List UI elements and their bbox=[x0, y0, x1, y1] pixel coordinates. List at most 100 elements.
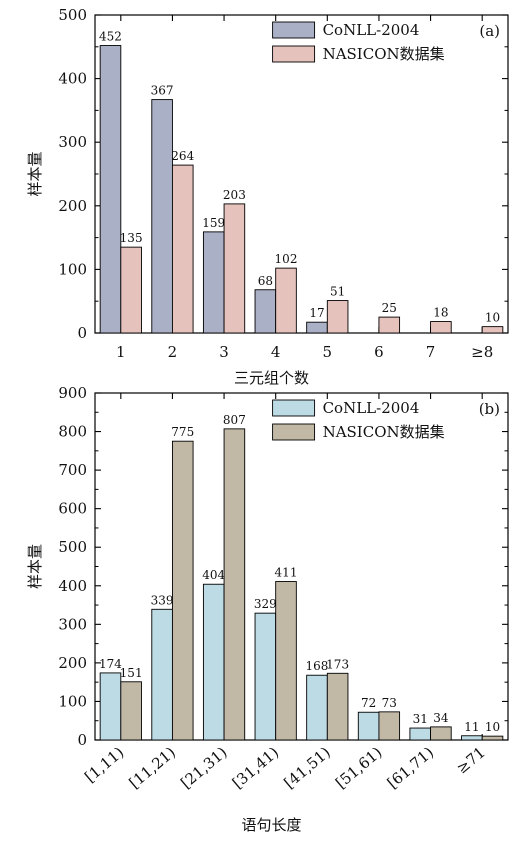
chart-a-x-axis-title: 三元组个数 bbox=[234, 369, 309, 387]
chart-a-legend-swatch-2 bbox=[272, 45, 316, 63]
chart-b-bar-series2 bbox=[378, 711, 401, 741]
chart-a-ytick-label: 100 bbox=[58, 260, 87, 278]
chart-a-ytick-label: 200 bbox=[58, 197, 87, 215]
chart-a-bar-series2 bbox=[326, 300, 349, 334]
chart-b-ytick-label: 600 bbox=[58, 500, 87, 518]
chart-b-data-label: 174 bbox=[99, 657, 122, 671]
chart-b-ytick-label: 500 bbox=[58, 538, 87, 556]
chart-a-data-label: 51 bbox=[330, 285, 345, 299]
chart-b-bar-series2 bbox=[326, 672, 349, 741]
chart-a-data-label: 17 bbox=[309, 306, 324, 320]
chart-b-xtick-label: [11,21) bbox=[126, 743, 179, 792]
chart-a-xtick-label: 1 bbox=[116, 343, 126, 361]
chart-b-bar-series1 bbox=[99, 672, 122, 741]
chart-b-ytick-label: 900 bbox=[58, 384, 87, 402]
chart-a-data-label: 10 bbox=[485, 311, 500, 325]
chart-a-bar-series2 bbox=[223, 203, 246, 334]
chart-b-xtick-label: [51,61) bbox=[332, 743, 385, 792]
chart-b-data-label: 11 bbox=[464, 720, 479, 734]
chart-b-data-label: 72 bbox=[361, 696, 376, 710]
chart-b-bar-series2 bbox=[171, 440, 194, 741]
chart-b-bar-series2 bbox=[223, 428, 246, 741]
chart-a-data-label: 203 bbox=[223, 188, 246, 202]
chart-b-data-label: 775 bbox=[171, 425, 194, 439]
chart-b-bar-series1 bbox=[151, 608, 173, 741]
chart-a-data-label: 102 bbox=[275, 252, 298, 266]
chart-b-bar-series1 bbox=[202, 583, 225, 741]
chart-b-data-label: 168 bbox=[306, 659, 329, 673]
chart-b-ytick-label: 100 bbox=[58, 692, 87, 710]
chart-a-ytick-label: 500 bbox=[58, 6, 87, 24]
chart-a-bar-series2 bbox=[120, 246, 142, 334]
chart-b-data-label: 10 bbox=[485, 720, 500, 734]
chart-a-bar-series2 bbox=[171, 164, 194, 334]
chart-b-legend-label-1: CoNLL-2004 bbox=[323, 399, 420, 417]
chart-a-bar-series2 bbox=[481, 326, 504, 334]
chart-a-bar-series2 bbox=[378, 316, 401, 334]
chart-a-legend-label-2: NASICON数据集 bbox=[323, 45, 445, 63]
chart-b-ytick-label: 0 bbox=[77, 731, 87, 749]
chart-b-xtick-label: [21,31) bbox=[177, 743, 230, 792]
chart-a-bar-series2 bbox=[430, 321, 452, 334]
chart-b-bar-series1 bbox=[409, 727, 432, 741]
chart-b-xtick-label: [61,71) bbox=[384, 743, 437, 792]
chart-b-ytick-label: 200 bbox=[58, 654, 87, 672]
chart-a-ytick-label: 300 bbox=[58, 133, 87, 151]
chart-b-xtick-label: [41,51) bbox=[280, 743, 333, 792]
chart-a-bar-series1 bbox=[151, 99, 173, 334]
chart-a-data-label: 452 bbox=[99, 30, 122, 44]
chart-a-xtick-label: 4 bbox=[271, 343, 281, 361]
chart-b-panel-tag: (b) bbox=[479, 400, 500, 418]
chart-b-xtick-label: ≥71 bbox=[453, 743, 489, 777]
chart-b-bar-series1 bbox=[357, 711, 380, 741]
chart-b-data-label: 329 bbox=[254, 597, 277, 611]
chart-b-data-label: 339 bbox=[151, 593, 174, 607]
chart-b-bar-series2 bbox=[481, 735, 504, 741]
chart-a-bar-series1 bbox=[202, 231, 225, 334]
chart-b-ytick-label: 800 bbox=[58, 423, 87, 441]
chart-b: 0 100 200 300 400 500 600 700 800 900 [1,11)[11,21… bbox=[26, 384, 509, 834]
chart-a-ytick-label: 0 bbox=[77, 324, 87, 342]
chart-b-ytick-label: 300 bbox=[58, 615, 87, 633]
chart-a-data-label: 68 bbox=[258, 274, 273, 288]
chart-a-bar-series1 bbox=[306, 321, 328, 334]
chart-a-bar-series1 bbox=[254, 289, 277, 334]
chart-b-data-label: 411 bbox=[275, 566, 298, 580]
chart-b-bar-series2 bbox=[430, 726, 452, 741]
chart-a-data-label: 18 bbox=[433, 306, 448, 320]
chart-b-xtick-label: [1,11) bbox=[81, 743, 127, 786]
chart-a-data-label: 25 bbox=[382, 301, 397, 315]
chart-b-xtick-label: [31,41) bbox=[229, 743, 282, 792]
chart-b-legend-swatch-2 bbox=[272, 423, 316, 441]
chart-b-ytick-label: 400 bbox=[58, 577, 87, 595]
chart-b-data-label: 73 bbox=[382, 696, 397, 710]
chart-a-xtick-label: 6 bbox=[374, 343, 384, 361]
chart-b-bar-series1 bbox=[461, 735, 483, 741]
chart-b-bar-series1 bbox=[306, 674, 328, 741]
chart-b-bar-series2 bbox=[275, 581, 297, 741]
chart-a-data-label: 367 bbox=[151, 84, 174, 98]
chart-a-data-label: 264 bbox=[171, 149, 194, 163]
chart-b-data-label: 807 bbox=[223, 413, 246, 427]
chart-b-data-label: 173 bbox=[326, 657, 349, 671]
chart-a-bar-series2 bbox=[275, 267, 297, 334]
chart-a-data-label: 159 bbox=[202, 216, 225, 230]
chart-b-data-label: 151 bbox=[120, 666, 143, 680]
chart-b-data-label: 34 bbox=[433, 711, 449, 725]
chart-b-legend-label-2: NASICON数据集 bbox=[323, 423, 445, 441]
chart-a-xtick-label: 2 bbox=[168, 343, 178, 361]
chart-b-y-axis-title: 样本量 bbox=[26, 544, 44, 589]
chart-a-xtick-label: 7 bbox=[426, 343, 436, 361]
chart-b-data-label: 404 bbox=[202, 568, 225, 582]
chart-b-bar-series1 bbox=[254, 612, 277, 741]
chart-a-bar-series1 bbox=[99, 45, 122, 334]
chart-a: 0 100 200 300 400 500 1 2 3 4 5 6 7 ≥8 452 367 159 68 17 13… bbox=[26, 6, 509, 387]
chart-a-xtick-label: 5 bbox=[323, 343, 333, 361]
chart-a-ytick-label: 400 bbox=[58, 70, 87, 88]
chart-b-legend-swatch-1 bbox=[272, 399, 316, 417]
chart-b-data-label: 31 bbox=[413, 712, 428, 726]
chart-a-legend-swatch-1 bbox=[272, 21, 316, 39]
chart-a-xtick-label: 3 bbox=[219, 343, 229, 361]
chart-a-xtick-label: ≥8 bbox=[471, 343, 493, 361]
